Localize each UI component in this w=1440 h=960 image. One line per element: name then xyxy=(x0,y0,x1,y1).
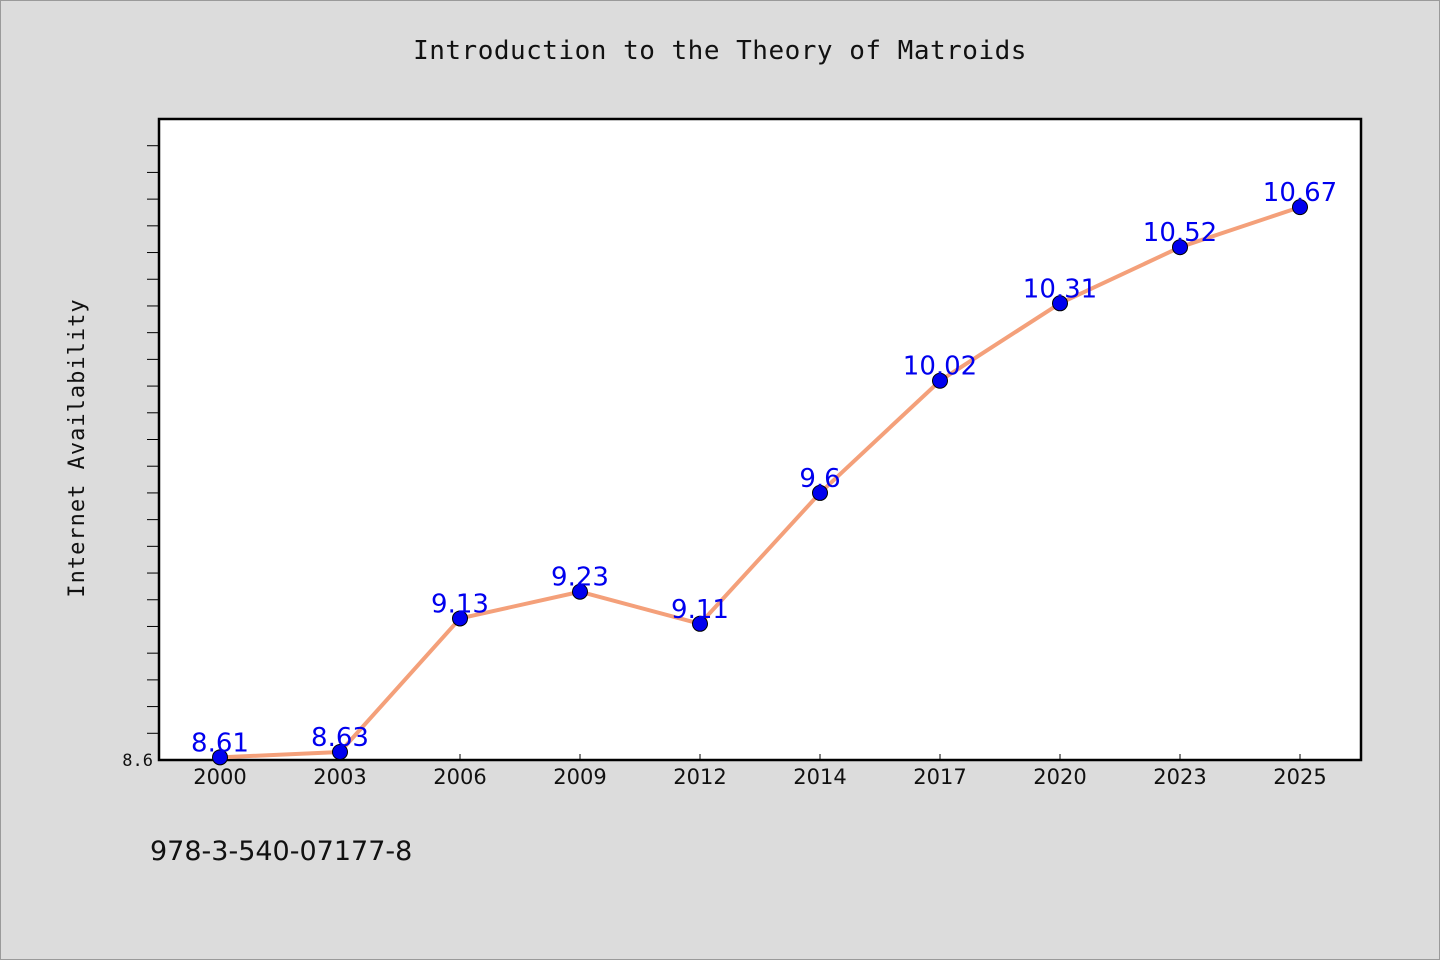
data-label: 10.02 xyxy=(903,352,977,382)
series-line xyxy=(218,205,1302,760)
x-tick-label: 2003 xyxy=(313,765,366,789)
data-point xyxy=(692,615,708,632)
data-label: 10.52 xyxy=(1143,218,1217,248)
data-label: 8.61 xyxy=(191,728,249,758)
x-axis-ticks: 2000 2003 2006 2009 2012 2014 2017 2020 2023 2025 xyxy=(193,754,1327,789)
x-tick-label: 2012 xyxy=(673,765,726,789)
x-tick-label: 2014 xyxy=(793,765,846,789)
x-tick-label: 2025 xyxy=(1273,765,1326,789)
series-layer: 8.61 8.63 9.13 9.23 9.11 9.6 10.02 10.31 10.52 10… xyxy=(191,178,1337,766)
data-point xyxy=(1292,199,1308,216)
data-point xyxy=(572,583,588,600)
data-point xyxy=(452,610,468,627)
x-tick-label: 2009 xyxy=(553,765,606,789)
data-point xyxy=(1052,295,1068,312)
x-tick-label: 2020 xyxy=(1033,765,1086,789)
isbn-text: 978-3-540-07177-8 xyxy=(150,836,413,867)
chart-title: Introduction to the Theory of Matroids xyxy=(413,36,1027,66)
data-point xyxy=(332,743,348,760)
data-label: 8.63 xyxy=(311,723,369,753)
data-point xyxy=(812,484,828,501)
data-label: 10.67 xyxy=(1263,178,1337,208)
data-point xyxy=(932,372,948,389)
x-tick-label: 2023 xyxy=(1153,765,1206,789)
x-tick-label: 2006 xyxy=(433,765,486,789)
x-tick-label: 2000 xyxy=(193,765,246,789)
data-label: 9.13 xyxy=(431,589,489,619)
data-label: 10.31 xyxy=(1023,274,1097,304)
y-axis-ticks: 8.6 xyxy=(122,145,159,771)
y-tick-label: 8.6 xyxy=(122,751,153,771)
plot-area xyxy=(157,117,1363,762)
data-label: 9.6 xyxy=(799,464,840,494)
data-label: 9.23 xyxy=(551,563,609,593)
data-label: 9.11 xyxy=(671,595,729,625)
data-point xyxy=(212,749,228,766)
x-tick-label: 2017 xyxy=(913,765,966,789)
data-point xyxy=(1172,239,1188,256)
y-axis-label: Internet Availability xyxy=(65,298,90,597)
